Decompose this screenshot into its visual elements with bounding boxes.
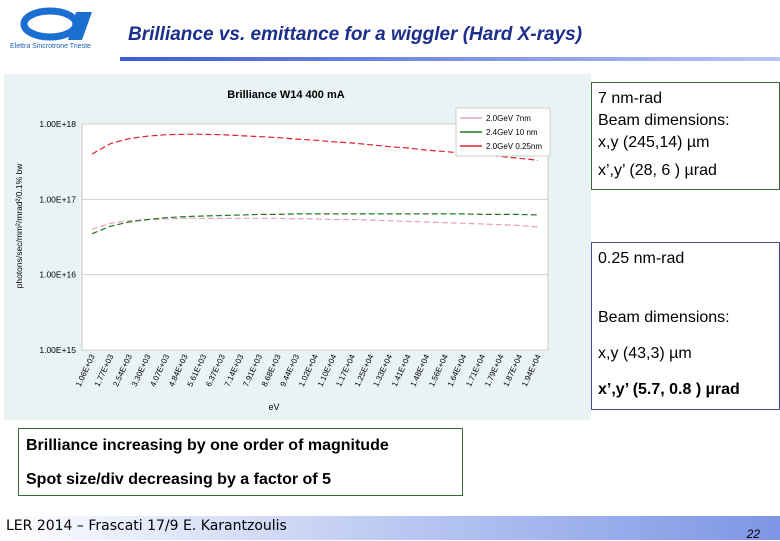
plot-area [81,123,549,351]
page-number: 22 [746,527,760,541]
series-line-0 [91,217,539,230]
y-tick-label: 1.00E+18 [39,119,76,129]
box2-beam-size: x,y (43,3) µm [598,345,692,362]
emittance-7nm-box: 7 nm-rad Beam dimensions: x,y (245,14) µ… [591,82,780,190]
elettra-logo-icon [6,4,114,58]
y-tick-label: 1.00E+16 [39,270,76,280]
slide-header: Elettra Sincrotrone Trieste Brilliance v… [0,0,780,62]
legend-label: 2.4GeV 10 nm [486,128,538,137]
footer-bar [0,516,780,540]
y-tick-labels: 1.00E+18 1.00E+17 1.00E+16 1.00E+15 [39,119,76,355]
chart-svg: Brilliance W14 400 mA photons/sec/mm²/mr… [14,89,551,412]
y-tick-label: 1.00E+15 [39,345,76,355]
series-lines [91,133,539,235]
summary-box: Brilliance increasing by one order of ma… [18,428,463,496]
series-line-2 [91,133,539,161]
box1-beam-size: x,y (245,14) µm [598,134,710,151]
summary-spot-size: Spot size/div decreasing by a factor of … [26,471,331,488]
emittance-025nm-box: 0.25 nm-rad Beam dimensions: x,y (43,3) … [591,242,780,410]
box2-divergence: x’,y’ (5.7, 0.8 ) µrad [598,381,740,398]
brilliance-chart: Brilliance W14 400 mA photons/sec/mm²/mr… [4,74,591,420]
title-underline [120,57,780,61]
legend-label: 2.0GeV 0.25nm [486,142,542,151]
legend-label: 2.0GeV 7nm [486,114,531,123]
chart-title: Brilliance W14 400 mA [227,89,344,101]
box1-beam-dimensions-label: Beam dimensions: [598,112,730,129]
chart-legend: 2.0GeV 7nm 2.4GeV 10 nm 2.0GeV 0.25nm [455,107,551,157]
logo-text: Elettra Sincrotrone Trieste [10,43,91,50]
y-tick-label: 1.00E+17 [39,194,76,204]
footer-text: LER 2014 – Frascati 17/9 E. Karantzoulis [6,518,287,534]
slide-title: Brilliance vs. emittance for a wiggler (… [128,24,583,45]
box2-emittance: 0.25 nm-rad [598,250,685,267]
box1-divergence: x’,y’ (28, 6 ) µrad [598,162,717,179]
x-axis-label: eV [268,402,279,412]
summary-brilliance: Brilliance increasing by one order of ma… [26,437,389,454]
box2-beam-dimensions-label: Beam dimensions: [598,309,730,326]
x-tick-labels: 1.06E+031.77E+032.54E+033.30E+034.07E+03… [74,353,543,389]
y-axis-label: photons/sec/mm²/mrad²/0.1% bw [14,163,24,289]
series-line-1 [91,213,539,235]
box1-emittance: 7 nm-rad [598,90,663,107]
